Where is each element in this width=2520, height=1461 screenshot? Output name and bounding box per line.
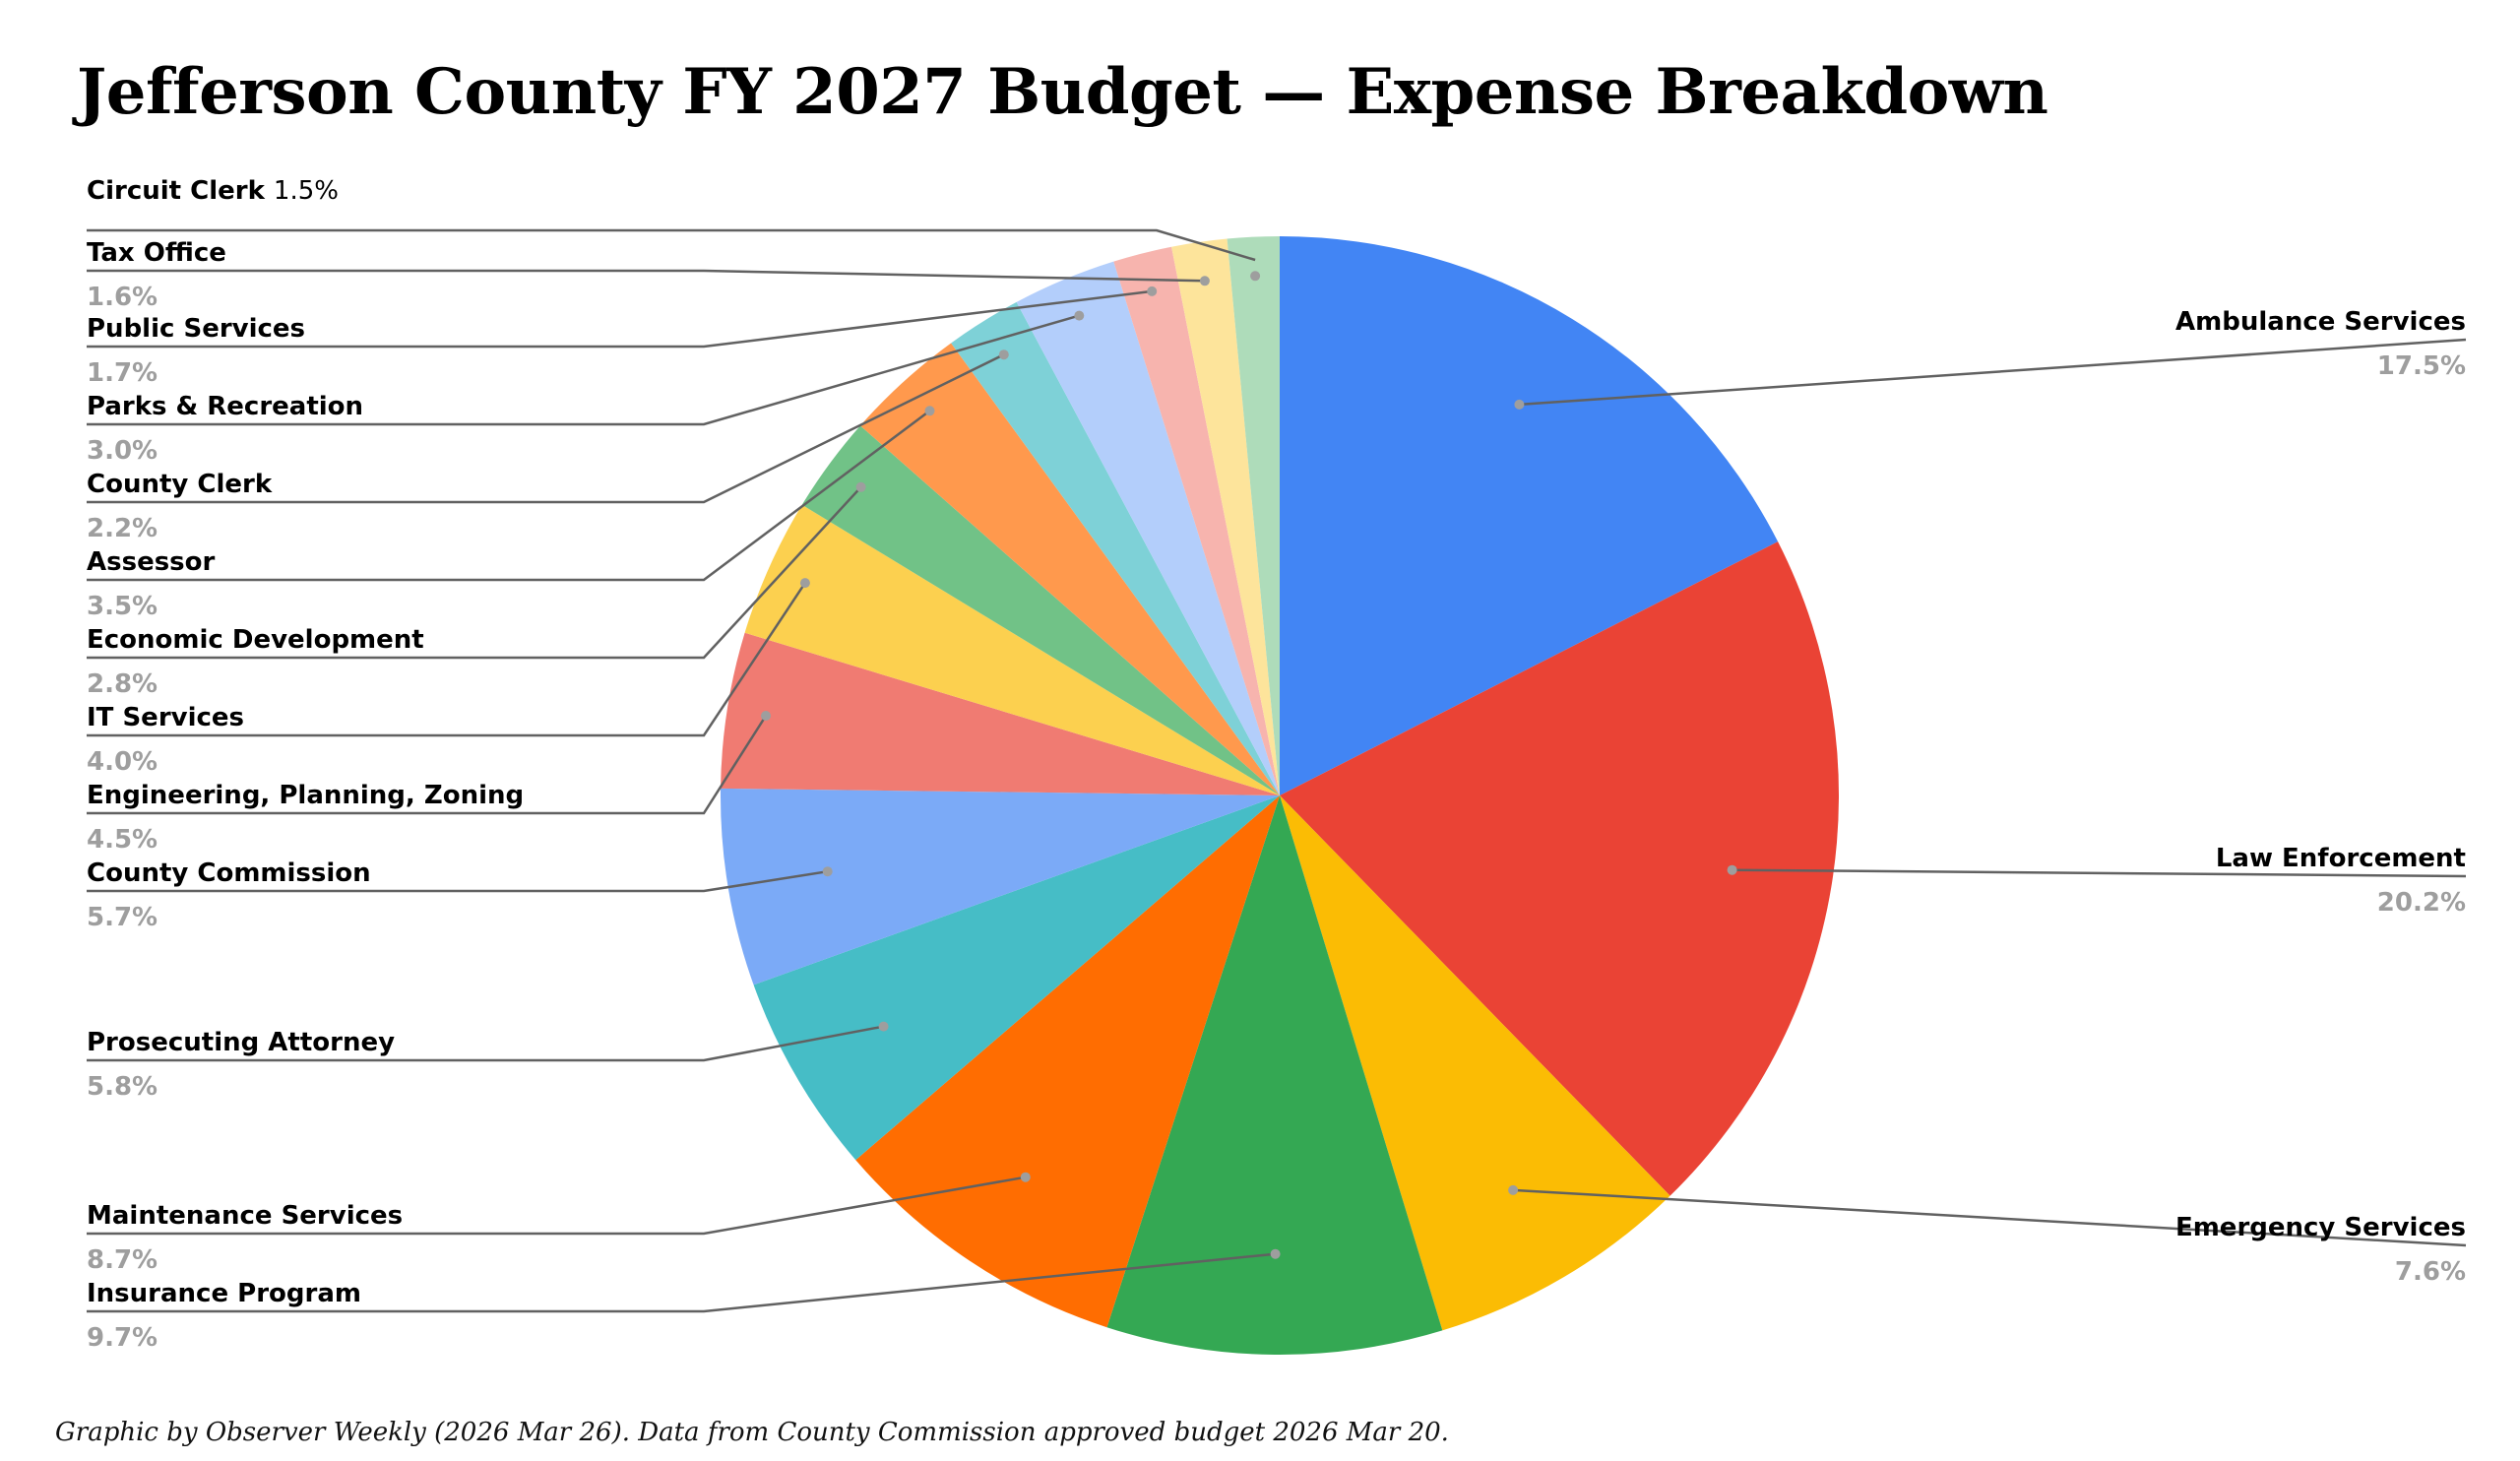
- pct-economic-development: 2.8%: [87, 669, 158, 699]
- label-county-clerk: County Clerk: [87, 470, 273, 499]
- pie-slice-ambulance-services: [1280, 236, 1779, 795]
- pie-slice-circuit-clerk: [1227, 236, 1280, 795]
- leader-line-public-services: [87, 289, 1153, 349]
- pct-it-services: 4.0%: [87, 747, 158, 777]
- pie-slice-county-commission: [720, 788, 1280, 985]
- pct-insurance-program: 9.7%: [87, 1323, 158, 1353]
- label-assessor: Assessor: [87, 547, 216, 577]
- pie-slice-assessor: [859, 343, 1280, 795]
- leader-line-county-commission: [87, 869, 828, 893]
- pie-slice-maintenance-services: [855, 795, 1280, 1328]
- pie-slice-prosecuting-attorney: [753, 795, 1280, 1161]
- pie-slice-emergency-services: [1280, 795, 1670, 1331]
- leader-line-insurance-program: [87, 1252, 1276, 1313]
- pie-slice-public-services: [1113, 246, 1280, 796]
- leader-dot-circuit-clerk: [1250, 271, 1261, 282]
- label-engineering-planning-zoning: Engineering, Planning, Zoning: [87, 781, 524, 810]
- leader-line-circuit-clerk: [87, 228, 1256, 262]
- pie-slices: [720, 236, 1839, 1355]
- label-maintenance-services: Maintenance Services: [87, 1201, 403, 1231]
- pct-tax-office: 1.6%: [87, 283, 158, 312]
- leader-dot-insurance-program: [1270, 1248, 1281, 1259]
- leader-dot-parks-and-recreation: [1074, 310, 1085, 321]
- leader-lines: [87, 228, 2467, 1313]
- leader-dot-public-services: [1147, 286, 1158, 296]
- leader-line-engineering-planning-zoning: [87, 715, 768, 815]
- leader-dot-emergency-services: [1508, 1184, 1519, 1195]
- pie-slice-county-clerk: [951, 301, 1280, 795]
- leader-dot-economic-development: [855, 481, 866, 492]
- leader-line-assessor: [87, 410, 931, 582]
- pie-slice-engineering-planning-zoning: [721, 632, 1280, 795]
- label-ambulance-services: Ambulance Services: [2175, 307, 2466, 337]
- pct-assessor: 3.5%: [87, 592, 158, 621]
- label-it-services: IT Services: [87, 703, 244, 732]
- leader-line-maintenance-services: [87, 1175, 1027, 1236]
- chart-title: Jefferson County FY 2027 Budget — Expens…: [77, 55, 2048, 129]
- leader-line-emergency-services: [1513, 1188, 2467, 1247]
- pct-county-commission: 5.7%: [87, 903, 158, 932]
- label-prosecuting-attorney: Prosecuting Attorney: [87, 1028, 395, 1057]
- pie-slice-tax-office: [1171, 238, 1280, 795]
- label-parks-and-recreation: Parks & Recreation: [87, 392, 363, 421]
- leader-dot-county-commission: [822, 866, 833, 877]
- label-public-services: Public Services: [87, 314, 305, 344]
- pie-slice-economic-development: [801, 425, 1280, 795]
- pct-engineering-planning-zoning: 4.5%: [87, 825, 158, 855]
- pct-county-clerk: 2.2%: [87, 514, 158, 543]
- label-circuit-clerk: Circuit Clerk 1.5%: [87, 176, 339, 206]
- label-insurance-program: Insurance Program: [87, 1279, 361, 1308]
- pie-slice-it-services: [744, 504, 1280, 795]
- pct-circuit-clerk: 1.5%: [274, 176, 339, 206]
- leader-line-it-services: [87, 582, 806, 737]
- leader-line-economic-development: [87, 485, 862, 660]
- leader-line-law-enforcement: [1732, 868, 2467, 878]
- pct-public-services: 1.7%: [87, 358, 158, 388]
- leader-dot-county-clerk: [998, 349, 1009, 360]
- leader-dot-maintenance-services: [1020, 1172, 1031, 1182]
- label-economic-development: Economic Development: [87, 625, 424, 655]
- leader-line-county-clerk: [87, 353, 1005, 504]
- leader-dot-it-services: [799, 578, 810, 589]
- label-tax-office: Tax Office: [87, 238, 226, 268]
- leader-dot-ambulance-services: [1514, 399, 1525, 410]
- leader-dot-assessor: [924, 406, 935, 416]
- label-law-enforcement: Law Enforcement: [2216, 844, 2466, 873]
- leader-dot-prosecuting-attorney: [878, 1021, 889, 1032]
- leader-dot-law-enforcement: [1727, 864, 1737, 875]
- pct-ambulance-services: 17.5%: [2377, 351, 2466, 381]
- pie-slice-law-enforcement: [1280, 541, 1839, 1196]
- pie-slice-parks-and-recreation: [1016, 261, 1280, 795]
- pct-parks-and-recreation: 3.0%: [87, 436, 158, 466]
- pie-slice-insurance-program: [1106, 795, 1443, 1355]
- leader-line-parks-and-recreation: [87, 314, 1080, 426]
- leader-line-prosecuting-attorney: [87, 1025, 884, 1062]
- leader-line-ambulance-services: [1519, 338, 2467, 407]
- slice-labels: Ambulance Services 17.5% Law Enforcement 20…: [87, 176, 2466, 1353]
- pct-prosecuting-attorney: 5.8%: [87, 1072, 158, 1102]
- pct-law-enforcement: 20.2%: [2377, 888, 2466, 918]
- label-emergency-services: Emergency Services: [2175, 1213, 2466, 1242]
- pct-maintenance-services: 8.7%: [87, 1245, 158, 1275]
- leader-dot-tax-office: [1199, 276, 1210, 286]
- leader-line-tax-office: [87, 269, 1205, 283]
- leader-dot-engineering-planning-zoning: [761, 711, 771, 721]
- footer-credit: Graphic by Observer Weekly (2026 Mar 26)…: [55, 1418, 1449, 1447]
- pct-emergency-services: 7.6%: [2395, 1257, 2466, 1287]
- label-county-commission: County Commission: [87, 858, 371, 888]
